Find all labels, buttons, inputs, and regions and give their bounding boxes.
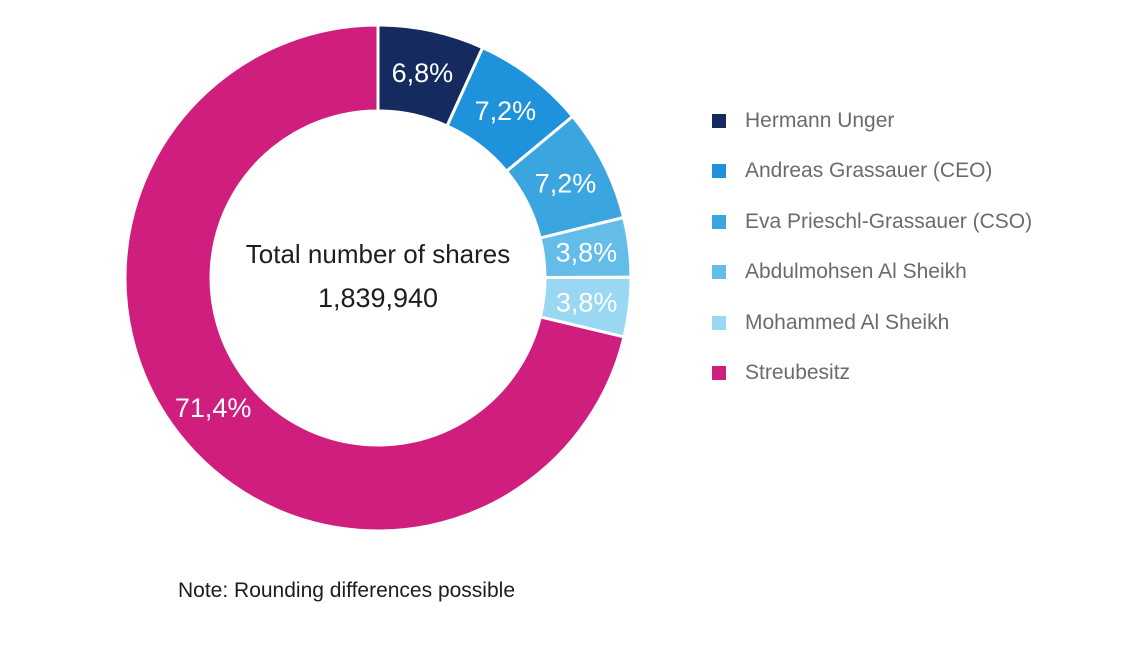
segment-label-abdulmohsen-al-sheikh: 3,8% — [556, 237, 618, 267]
legend-label-mohammed-al-sheikh: Mohammed Al Sheikh — [745, 310, 950, 334]
segment-label-eva-prieschl-grassauer-cso: 7,2% — [535, 168, 597, 198]
legend-item-mohammed-al-sheikh: Mohammed Al Sheikh — [712, 310, 1032, 334]
legend-swatch-eva-prieschl-grassauer-cso — [712, 214, 726, 229]
legend-label-abdulmohsen-al-sheikh: Abdulmohsen Al Sheikh — [745, 260, 967, 283]
legend-swatch-mohammed-al-sheikh — [712, 315, 726, 330]
donut-segment-streubesitz — [123, 23, 626, 533]
legend-swatch-abdulmohsen-al-sheikh — [712, 265, 726, 279]
legend-item-streubesitz: Streubesitz — [712, 361, 1032, 384]
legend-item-andreas-grassauer-ceo: Andreas Grassauer (CEO) — [712, 159, 1032, 182]
segment-label-hermann-unger: 6,8% — [392, 58, 454, 88]
footnote: Note: Rounding differences possible — [178, 579, 515, 602]
segment-label-streubesitz: 71,4% — [175, 393, 252, 423]
legend-item-abdulmohsen-al-sheikh: Abdulmohsen Al Sheikh — [712, 260, 1032, 283]
segment-label-mohammed-al-sheikh: 3,8% — [556, 287, 618, 317]
legend-item-hermann-unger: Hermann Unger — [712, 108, 1032, 132]
legend-swatch-hermann-unger — [712, 113, 726, 128]
legend-label-hermann-unger: Hermann Unger — [745, 108, 895, 132]
legend-label-andreas-grassauer-ceo: Andreas Grassauer (CEO) — [745, 159, 993, 182]
legend-item-eva-prieschl-grassauer-cso: Eva Prieschl-Grassauer (CSO) — [712, 209, 1033, 233]
legend-swatch-streubesitz — [712, 366, 726, 380]
legend-swatch-andreas-grassauer-ceo — [712, 164, 726, 178]
legend-label-eva-prieschl-grassauer-cso: Eva Prieschl-Grassauer (CSO) — [745, 209, 1033, 233]
legend: Hermann Unger Andreas Grassauer (CEO) Eva … — [712, 108, 1033, 413]
legend-label-streubesitz: Streubesitz — [745, 361, 851, 384]
segment-label-andreas-grassauer-ceo: 7,2% — [475, 96, 537, 126]
